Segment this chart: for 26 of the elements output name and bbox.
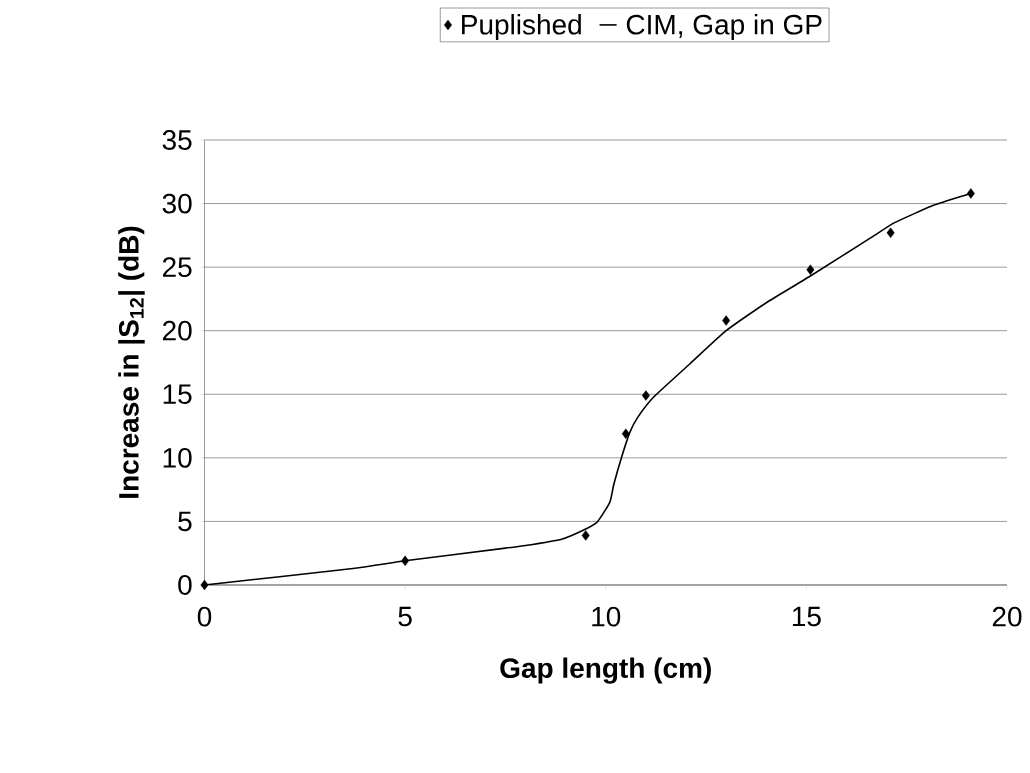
point <box>722 315 731 326</box>
point <box>621 428 630 439</box>
point <box>641 390 650 401</box>
y-tick-label: 15 <box>163 384 192 405</box>
x-tick-label: 5 <box>398 606 412 627</box>
x-tick-label: 10 <box>592 606 621 627</box>
x-axis-title: Gap length (cm) <box>500 657 711 684</box>
point <box>401 555 410 567</box>
y-tick-label: 20 <box>162 320 192 341</box>
x-tick-label: 15 <box>792 606 821 627</box>
y-tick-label: 30 <box>162 193 192 214</box>
y-tick-label: 0 <box>178 575 192 595</box>
legend-label: Puplished <box>462 14 581 41</box>
x-tick-label: 0 <box>197 606 212 627</box>
y-axis-title: Increase in |S$_{12}$| (dB) <box>118 226 145 498</box>
point <box>966 188 975 199</box>
legend-label: CIM, Gap in GP <box>626 14 822 41</box>
y-tick-label: 10 <box>163 447 192 468</box>
point <box>806 264 815 275</box>
y-tick-label: 5 <box>178 511 192 532</box>
x-tick-label: 20 <box>992 606 1022 627</box>
point <box>200 579 209 591</box>
point <box>581 530 590 541</box>
y-tick-label: 25 <box>162 257 192 278</box>
point <box>886 227 895 238</box>
y-tick-label: 35 <box>162 130 192 150</box>
